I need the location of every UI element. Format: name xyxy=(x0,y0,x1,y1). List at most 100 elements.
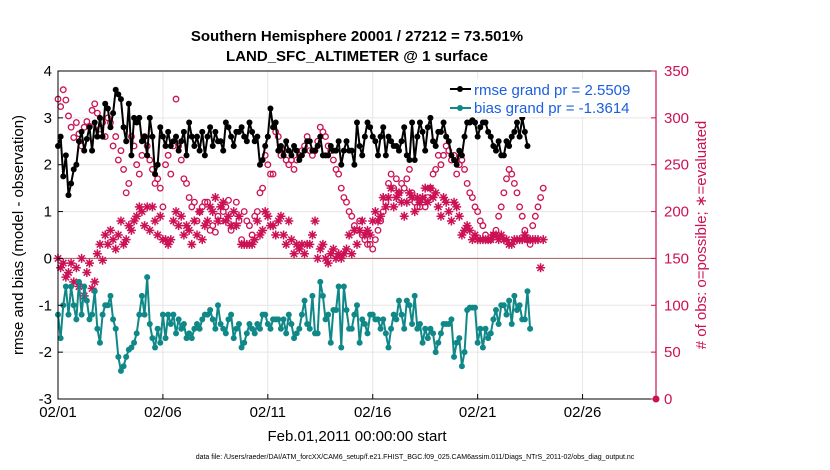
rmse-point xyxy=(306,138,313,145)
evaluated-marker xyxy=(381,202,391,212)
bias-point xyxy=(60,302,67,309)
possible-marker xyxy=(259,184,267,192)
chart-title: Southern Hemisphere 20001 / 27212 = 73.5… xyxy=(191,28,523,45)
possible-marker xyxy=(537,194,545,201)
evaluated-marker xyxy=(147,202,157,212)
bias-point xyxy=(414,325,421,332)
y-right-tick-label: 350 xyxy=(664,63,689,80)
possible-marker xyxy=(364,240,371,248)
possible-marker xyxy=(222,203,230,211)
rmse-point xyxy=(430,138,437,145)
evaluated-marker xyxy=(92,249,102,259)
rmse-point xyxy=(487,133,494,140)
possible-marker xyxy=(356,217,364,225)
bias-point xyxy=(348,325,355,332)
evaluated-marker xyxy=(502,235,511,245)
evaluated-marker xyxy=(58,258,68,268)
bias-point xyxy=(325,311,332,318)
evaluated-marker xyxy=(218,197,228,207)
rmse-point xyxy=(170,138,177,145)
legend-bias-marker xyxy=(457,105,463,111)
bias-point xyxy=(141,311,148,318)
evaluated-marker xyxy=(176,211,186,221)
evaluated-marker xyxy=(263,211,273,221)
evaluated-marker xyxy=(140,221,150,231)
bias-point xyxy=(275,316,282,323)
bias-point xyxy=(186,330,193,337)
rmse-point xyxy=(275,147,282,154)
bias-point xyxy=(472,304,479,311)
bias-point xyxy=(354,302,360,309)
rmse-point xyxy=(146,114,153,121)
evaluated-marker xyxy=(95,239,105,249)
bias-point xyxy=(382,330,389,337)
evaluated-marker xyxy=(376,211,386,221)
evaluated-marker xyxy=(323,258,333,268)
rmse-point xyxy=(102,100,109,107)
evaluated-marker xyxy=(402,197,412,207)
rmse-point xyxy=(94,133,101,140)
possible-marker xyxy=(484,236,492,244)
x-tick-label: 02/01 xyxy=(39,404,77,421)
rmse-point xyxy=(188,133,195,140)
bias-point xyxy=(309,292,316,299)
rmse-point xyxy=(516,133,523,140)
possible-marker xyxy=(185,194,193,201)
rmse-point xyxy=(335,138,342,145)
possible-marker xyxy=(235,217,243,225)
bias-point xyxy=(314,330,321,337)
rmse-point xyxy=(393,142,400,149)
rmse-point xyxy=(186,119,193,126)
evaluated-marker xyxy=(100,230,110,240)
rmse-point xyxy=(196,147,203,154)
y-left-tick-label: 0 xyxy=(44,250,52,267)
possible-marker xyxy=(382,198,390,206)
bias-point xyxy=(188,335,195,342)
bias-point xyxy=(152,344,159,351)
y-left-tick-label: 2 xyxy=(44,157,52,174)
rmse-point xyxy=(128,152,135,159)
rmse-point xyxy=(333,147,340,154)
evaluated-marker xyxy=(129,216,139,226)
evaluated-marker xyxy=(168,216,178,226)
evaluated-marker xyxy=(517,235,527,245)
bias-point xyxy=(419,339,426,346)
rmse-point xyxy=(131,114,138,121)
bias-point xyxy=(288,321,295,328)
rmse-point xyxy=(78,128,85,135)
possible-marker xyxy=(156,184,164,192)
bias-point xyxy=(364,330,371,337)
bias-point xyxy=(277,325,284,332)
bias-point xyxy=(228,311,235,318)
evaluated-marker xyxy=(305,239,315,249)
bias-point xyxy=(214,302,221,309)
possible-marker xyxy=(135,170,143,178)
rmse-point xyxy=(419,128,426,135)
evaluated-marker xyxy=(538,235,548,245)
bias-point xyxy=(477,325,484,332)
evaluated-marker xyxy=(300,249,310,259)
bias-point xyxy=(422,325,429,332)
possible-marker xyxy=(534,203,542,211)
evaluated-marker xyxy=(203,216,212,226)
bias-point xyxy=(424,335,431,342)
rmse-point xyxy=(207,124,214,131)
evaluated-marker xyxy=(496,230,506,240)
rmse-point xyxy=(136,114,143,121)
evaluated-marker xyxy=(334,249,344,259)
bias-point xyxy=(280,316,287,323)
bias-point xyxy=(395,297,402,304)
bias-point xyxy=(91,288,98,295)
evaluated-marker xyxy=(284,216,294,226)
evaluated-marker xyxy=(153,230,163,240)
rmse-point xyxy=(180,128,187,135)
possible-marker xyxy=(463,180,471,187)
possible-marker xyxy=(406,165,413,173)
rmse-point xyxy=(312,147,319,154)
evaluated-marker xyxy=(378,193,388,203)
legend-rmse-marker xyxy=(457,86,463,92)
bias-point xyxy=(115,353,122,360)
evaluated-marker xyxy=(336,253,346,263)
rmse-point xyxy=(338,161,345,168)
bias-point xyxy=(448,316,455,323)
